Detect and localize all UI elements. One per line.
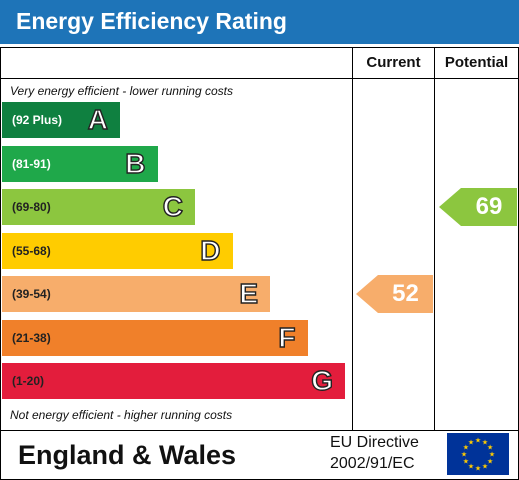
directive-line-2: 2002/91/EC [330,455,415,472]
eu-star: ★ [461,451,467,459]
bottom-efficiency-note: Not energy efficient - higher running co… [10,408,233,422]
footer-divider [0,430,519,431]
band-letter: G [311,364,334,396]
band-d: (55-68) D [2,232,233,269]
eu-star: ★ [463,444,469,452]
band-f: (21-38) F [2,319,308,356]
band-letter: E [239,277,259,309]
band-letter: C [162,190,184,222]
eu-flag-icon: ★ ★ ★ ★ ★ ★ ★ ★ ★ ★ ★ ★ [447,433,509,475]
current-column-header: Current [366,54,421,71]
band-range-label: (92 Plus) [12,113,63,127]
header-bar: Energy Efficiency Rating [0,0,519,44]
band-a: (92 Plus) A [2,102,120,138]
band-c: (69-80) C [2,189,195,225]
column-divider-current [352,47,353,431]
header-row-divider [0,78,519,79]
eu-star: ★ [468,438,474,446]
band-g: (1-20) G [2,363,345,399]
potential-rating-value: 69 [475,193,503,220]
eu-star: ★ [487,458,493,466]
band-letter: F [278,321,297,353]
directive-line-1: EU Directive [330,434,419,451]
eu-star: ★ [475,437,481,445]
top-efficiency-note: Very energy efficient - lower running co… [10,84,233,98]
band-e: (39-54) E [2,276,270,312]
band-range-label: (1-20) [12,374,45,388]
chart-title: Energy Efficiency Rating [16,8,287,34]
current-rating-value: 52 [392,280,419,307]
eu-star: ★ [482,463,488,471]
band-letter: D [200,234,222,266]
eu-star: ★ [487,444,493,452]
band-b: (81-91) B [2,145,158,182]
eu-star: ★ [463,458,469,466]
eu-star: ★ [489,451,495,459]
potential-column-header: Potential [444,54,509,71]
band-range-label: (69-80) [12,200,51,214]
eu-star: ★ [475,465,481,473]
band-range-label: (21-38) [12,330,51,345]
band-letter: A [87,103,109,135]
band-range-label: (39-54) [12,287,51,301]
region-label: England & Wales [18,440,237,470]
band-range-label: (55-68) [12,243,51,258]
eu-star: ★ [468,463,474,471]
band-range-label: (81-91) [12,156,51,171]
eu-star: ★ [482,438,488,446]
band-letter: B [125,147,147,179]
column-divider-potential [434,47,435,431]
